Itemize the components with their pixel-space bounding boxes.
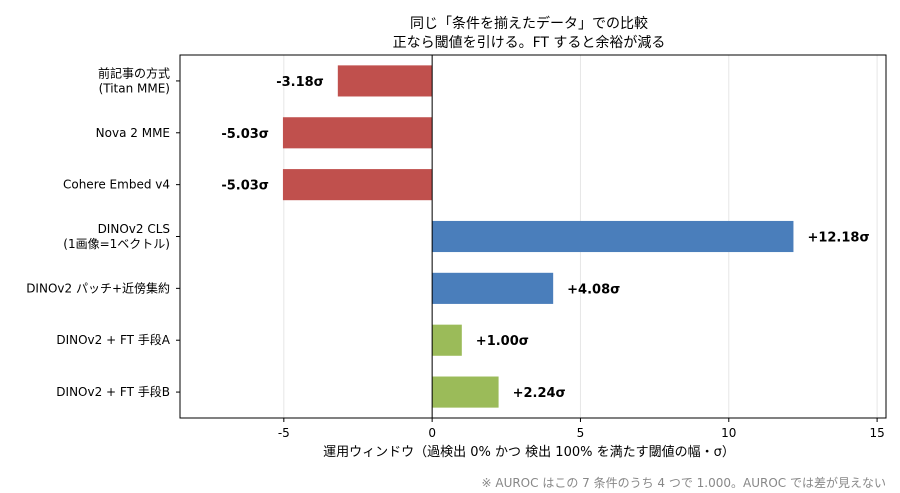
data-label: +2.24σ [513, 386, 566, 401]
data-label: -5.03σ [221, 127, 269, 142]
data-labels: -3.18σ -5.03σ -5.03σ +12.18σ +4.08σ +1.00σ +2.… [221, 75, 869, 401]
category-label: (Titan MME) [99, 81, 170, 95]
data-label: -3.18σ [276, 75, 324, 90]
bar [432, 220, 794, 253]
bar [282, 117, 433, 149]
category-label: 前記事の方式 [98, 65, 170, 80]
x-axis-label: 運用ウィンドウ（過検出 0% かつ 検出 100% を満たす閾値の幅・σ） [323, 444, 735, 460]
bars [282, 65, 794, 408]
data-label: +12.18σ [807, 231, 869, 246]
chart-title: 同じ「条件を揃えたデータ」での比較 [410, 15, 648, 32]
bar [432, 272, 554, 304]
data-label: +1.00σ [476, 334, 529, 349]
x-tick-label: -5 [278, 426, 290, 440]
category-label: DINOv2 + FT 手段A [56, 332, 170, 347]
chart-subtitle: 正なら閾値を引ける。FT すると余裕が減る [393, 34, 666, 51]
footnote: ※ AUROC はこの 7 条件のうち 4 つで 1.000。AUROC では差… [481, 475, 886, 490]
category-label: Cohere Embed v4 [63, 178, 170, 192]
bar [337, 65, 433, 97]
y-axis-categories: 前記事の方式(Titan MME) Nova 2 MME Cohere Embed … [26, 65, 180, 399]
category-label: DINOv2 CLS [98, 222, 170, 236]
category-label: DINOv2 + FT 手段B [56, 384, 170, 399]
x-tick-label: 0 [428, 426, 436, 440]
x-tick-label: 5 [577, 426, 585, 440]
bar [282, 169, 433, 201]
x-tick-label: 10 [721, 426, 736, 440]
category-label: DINOv2 パッチ+近傍集約 [26, 280, 170, 295]
x-axis-ticks: -5 0 5 10 15 [278, 418, 885, 440]
bar [432, 376, 499, 408]
category-label: (1画像=1ベクトル) [63, 237, 170, 251]
data-label: -5.03σ [221, 179, 269, 194]
category-label: Nova 2 MME [96, 126, 170, 140]
bar [432, 324, 462, 356]
x-tick-label: 15 [869, 426, 884, 440]
data-label: +4.08σ [567, 282, 620, 297]
